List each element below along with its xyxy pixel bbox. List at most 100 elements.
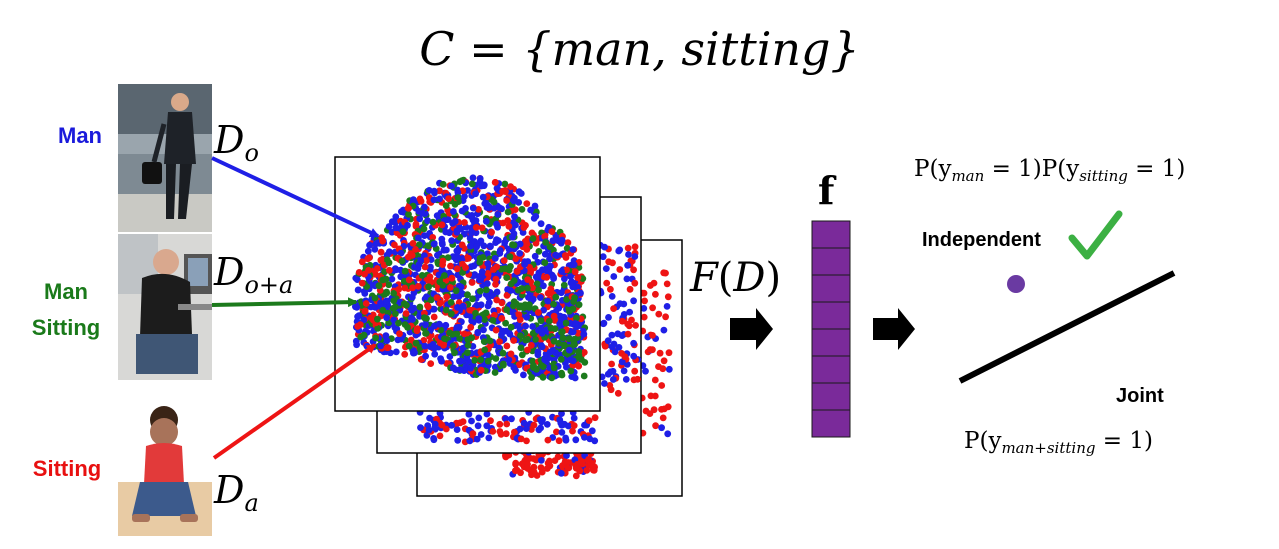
scatter-point bbox=[509, 241, 516, 249]
scatter-point bbox=[385, 281, 393, 289]
sitting-child-photo bbox=[118, 398, 212, 536]
scatter-point bbox=[507, 183, 514, 191]
scatter-point bbox=[663, 303, 671, 310]
scatter-point bbox=[640, 305, 648, 312]
scatter-point bbox=[523, 313, 531, 321]
scatter-point bbox=[611, 348, 619, 356]
arrow-object bbox=[211, 156, 380, 238]
scatter-point bbox=[563, 296, 570, 303]
feature-cell bbox=[811, 274, 851, 303]
feature-vector bbox=[811, 220, 851, 438]
scatter-point bbox=[421, 342, 429, 350]
scatter-point bbox=[487, 243, 494, 251]
scatter-point bbox=[521, 261, 528, 268]
scatter-point bbox=[443, 293, 451, 301]
scatter-point bbox=[541, 233, 549, 240]
scatter-point bbox=[382, 275, 390, 283]
scatter-point bbox=[401, 350, 409, 358]
scatter-point bbox=[642, 407, 650, 415]
scatter-point bbox=[608, 293, 616, 300]
scatter-point bbox=[431, 424, 439, 432]
scatter-point bbox=[520, 224, 528, 231]
scatter-point bbox=[533, 365, 540, 373]
scatter-point bbox=[524, 276, 532, 283]
scatter-point bbox=[660, 326, 668, 334]
scatter-point bbox=[535, 326, 542, 334]
scatter-point bbox=[446, 329, 453, 337]
scatter-point bbox=[443, 246, 450, 254]
set-formula: C = {man, sitting} bbox=[0, 22, 1279, 76]
scatter-point bbox=[422, 321, 429, 329]
scatter-point bbox=[511, 213, 518, 221]
scatter-point bbox=[385, 266, 393, 274]
scatter-point bbox=[554, 453, 562, 461]
scatter-point bbox=[550, 312, 558, 320]
independent-label: Independent bbox=[922, 229, 1041, 251]
scatter-point bbox=[489, 428, 497, 435]
scatter-point bbox=[538, 468, 546, 476]
label-sitting-line: Sitting bbox=[32, 456, 102, 481]
scatter-point bbox=[567, 273, 574, 280]
scatter-point bbox=[569, 246, 577, 253]
scatter-point bbox=[623, 361, 631, 368]
sitting-child-illustration bbox=[118, 398, 212, 536]
scatter-point bbox=[564, 239, 572, 247]
scatter-point bbox=[427, 296, 435, 304]
scatter-point bbox=[388, 218, 396, 226]
scatter-point bbox=[572, 472, 580, 480]
scatter-point bbox=[365, 267, 372, 274]
scatter-point bbox=[372, 240, 380, 248]
scatter-point bbox=[436, 187, 443, 195]
scatter-point bbox=[562, 434, 569, 442]
scatter-point bbox=[371, 294, 379, 302]
scatter-point bbox=[469, 174, 477, 182]
scatter-point bbox=[496, 420, 504, 428]
scatter-point bbox=[490, 198, 498, 206]
scatter-point bbox=[580, 330, 588, 338]
scatter-point bbox=[517, 332, 524, 339]
domain-subscript: o+a bbox=[244, 271, 294, 299]
scatter-point bbox=[360, 316, 368, 324]
scatter-point bbox=[410, 349, 417, 357]
scatter-point bbox=[383, 314, 390, 322]
formula-part: = 1) bbox=[1095, 428, 1153, 454]
scatter-point bbox=[474, 329, 482, 337]
scatter-point bbox=[435, 320, 443, 328]
scatter-point bbox=[422, 257, 430, 265]
scatter-point bbox=[453, 247, 461, 255]
scatter-point bbox=[448, 237, 456, 245]
scatter-point bbox=[557, 470, 565, 477]
label-man-sitting: Man Sitting bbox=[10, 274, 122, 346]
scatter-point bbox=[559, 420, 567, 428]
scatter-point bbox=[466, 234, 474, 242]
scatter-point bbox=[403, 301, 410, 309]
scatter-point bbox=[374, 315, 381, 323]
scatter-point bbox=[388, 275, 396, 283]
scatter-point bbox=[528, 229, 536, 237]
scatter-point bbox=[524, 335, 531, 343]
scatter-point bbox=[453, 324, 461, 331]
scatter-point bbox=[390, 316, 398, 324]
scatter-point bbox=[542, 239, 549, 246]
scatter-point bbox=[452, 287, 460, 295]
scatter-point bbox=[570, 414, 578, 422]
scatter-point bbox=[562, 254, 570, 261]
scatter-point bbox=[425, 426, 433, 434]
scatter-point bbox=[453, 227, 461, 235]
scatter-point bbox=[426, 266, 434, 273]
scatter-point bbox=[444, 254, 452, 261]
scatter-point bbox=[561, 458, 569, 466]
scatter-point bbox=[626, 285, 634, 293]
scatter-point bbox=[550, 300, 557, 308]
scatter-point bbox=[377, 299, 384, 307]
scatter-point bbox=[476, 258, 484, 266]
scatter-point bbox=[621, 353, 629, 361]
scatter-point bbox=[502, 319, 509, 327]
scatter-point bbox=[626, 308, 633, 316]
scatter-point bbox=[607, 386, 615, 394]
scatter-point bbox=[477, 356, 485, 364]
scatter-point bbox=[416, 195, 424, 203]
scatter-point bbox=[496, 338, 503, 345]
scatter-point bbox=[565, 346, 573, 354]
scatter-point bbox=[535, 286, 542, 294]
